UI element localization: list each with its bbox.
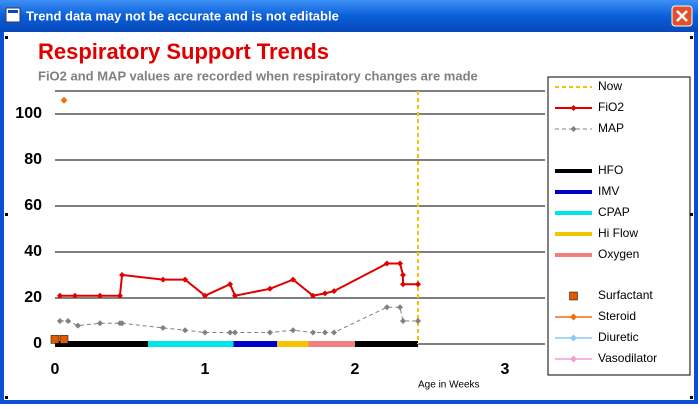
legend-label: FiO2 xyxy=(598,100,624,114)
y-tick-label: 40 xyxy=(24,243,42,260)
series-marker xyxy=(232,329,238,336)
legend-label: IMV xyxy=(598,184,619,198)
y-tick-label: 60 xyxy=(24,197,42,214)
series-marker xyxy=(97,320,103,327)
series-marker xyxy=(322,329,328,336)
series-marker xyxy=(415,281,421,288)
series-marker xyxy=(266,285,273,292)
legend-marker xyxy=(570,334,577,342)
handle xyxy=(5,396,8,399)
series-marker xyxy=(160,324,166,331)
legend xyxy=(547,76,691,376)
series-marker xyxy=(227,329,234,336)
y-tick-label: 20 xyxy=(24,289,42,306)
series-marker xyxy=(116,292,123,299)
handle xyxy=(690,396,693,399)
legend-marker xyxy=(570,355,577,363)
x-tick-label: 3 xyxy=(501,361,510,378)
event-marker xyxy=(60,96,68,104)
series-marker xyxy=(160,276,166,283)
legend-label: Oxygen xyxy=(598,247,639,261)
y-tick-label: 0 xyxy=(33,335,42,352)
title-bar xyxy=(0,0,698,32)
close-icon xyxy=(676,10,688,22)
series-marker xyxy=(182,276,189,283)
legend-marker xyxy=(570,126,577,132)
series-marker xyxy=(400,281,406,288)
x-tick-label: 0 xyxy=(51,361,60,378)
series-marker xyxy=(56,318,63,324)
window-title: Trend data may not be accurate and is no… xyxy=(26,8,339,23)
support-bar xyxy=(308,341,355,347)
legend-marker xyxy=(570,105,577,111)
series-marker xyxy=(397,304,403,311)
series-marker xyxy=(400,318,406,324)
y-tick-label: 100 xyxy=(15,105,42,122)
x-tick-label: 2 xyxy=(351,361,360,378)
handle xyxy=(5,36,8,39)
handle xyxy=(690,36,693,39)
support-bar xyxy=(355,341,418,347)
series-marker xyxy=(119,320,126,327)
legend-label: Now xyxy=(598,79,622,93)
series-marker xyxy=(400,272,406,278)
legend-label: Hi Flow xyxy=(598,226,638,240)
series-marker xyxy=(71,292,78,299)
window-icon-bar xyxy=(8,10,18,13)
event-marker xyxy=(50,335,60,344)
event-marker xyxy=(59,335,69,344)
series-marker xyxy=(202,329,208,336)
support-bar xyxy=(277,341,309,347)
legend-label: Steroid xyxy=(598,309,636,323)
legend-label: Diuretic xyxy=(598,330,639,344)
series-marker xyxy=(65,318,72,324)
handle xyxy=(5,213,8,216)
series-marker xyxy=(227,281,234,288)
legend-label: MAP xyxy=(598,121,624,135)
series-line xyxy=(59,306,418,333)
legend-label: Vasodilator xyxy=(598,351,657,365)
series-marker xyxy=(119,272,126,278)
series-marker xyxy=(397,260,403,267)
series-marker xyxy=(182,327,189,334)
series-marker xyxy=(290,276,297,283)
series-marker xyxy=(74,322,81,329)
chart-subtitle: FiO2 and MAP values are recorded when re… xyxy=(38,68,478,83)
legend-label: CPAP xyxy=(598,205,630,219)
legend-label: HFO xyxy=(598,163,623,177)
series-marker xyxy=(266,329,273,336)
series-marker xyxy=(415,318,421,324)
support-bar xyxy=(55,341,148,347)
series-marker xyxy=(331,288,337,295)
series-marker xyxy=(97,292,103,299)
legend-label: Surfactant xyxy=(598,288,653,302)
y-tick-label: 80 xyxy=(24,151,42,168)
support-bar xyxy=(233,341,277,347)
series-marker xyxy=(56,292,63,299)
support-bar xyxy=(148,341,234,347)
legend-marker xyxy=(570,313,577,321)
series-marker xyxy=(331,329,337,336)
series-marker xyxy=(202,292,208,299)
series-marker xyxy=(383,260,390,267)
series-marker xyxy=(232,292,238,299)
series-marker xyxy=(310,292,316,299)
series-marker xyxy=(290,327,297,334)
x-axis-label: Age in Weeks xyxy=(418,380,480,391)
x-tick-label: 1 xyxy=(201,361,210,378)
handle xyxy=(690,213,693,216)
series-marker xyxy=(383,304,390,311)
series-marker xyxy=(322,290,328,297)
legend-marker xyxy=(569,291,578,301)
chart-title: Respiratory Support Trends xyxy=(38,39,329,64)
series-marker xyxy=(310,329,316,336)
